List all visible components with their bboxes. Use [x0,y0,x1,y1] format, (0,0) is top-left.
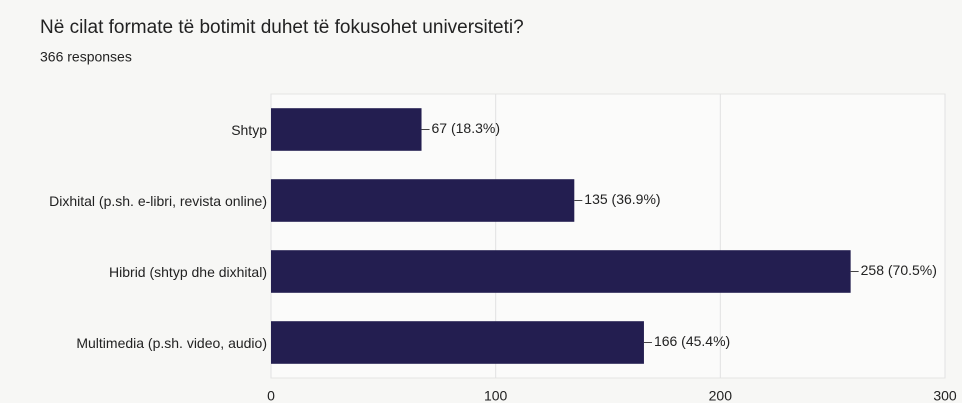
x-tick-label: 200 [709,388,733,403]
value-label: 166 (45.4%) [654,333,730,349]
bar [271,108,422,151]
category-label: Multimedia (p.sh. video, audio) [76,334,267,351]
value-label: 67 (18.3%) [432,120,500,136]
x-tick-label: 0 [267,388,275,403]
category-label: Dixhital (p.sh. e-libri, revista online) [49,192,267,209]
category-label: Shtyp [231,121,267,138]
x-tick-label: 300 [933,388,957,403]
bar [271,250,851,293]
value-label: 258 (70.5%) [861,262,937,278]
category-label: Hibrid (shtyp dhe dixhital) [109,263,267,280]
bar [271,321,644,364]
x-tick-label: 100 [484,388,508,403]
value-label: 135 (36.9%) [584,191,660,207]
chart-subtitle: 366 responses [40,49,132,65]
bar [271,179,575,222]
chart-title: Në cilat formate të botimit duhet të fok… [40,17,524,38]
